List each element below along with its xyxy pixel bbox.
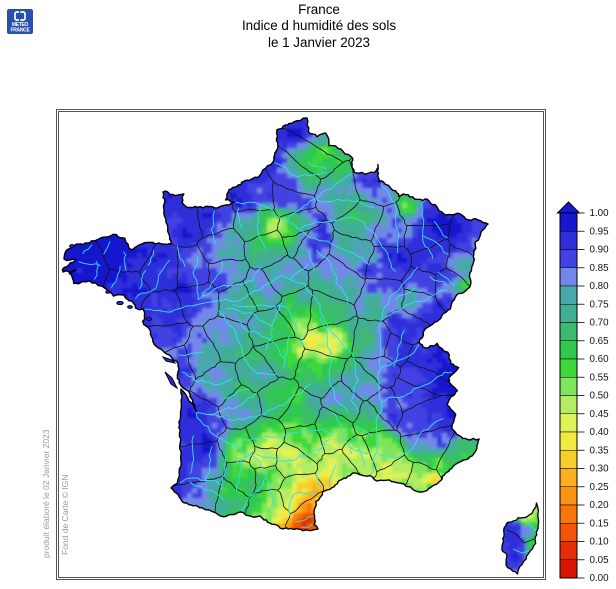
svg-text:METEO: METEO: [12, 22, 29, 28]
svg-text:0.70: 0.70: [590, 318, 610, 329]
svg-text:0.60: 0.60: [590, 354, 610, 365]
svg-text:0.95: 0.95: [590, 226, 610, 237]
svg-text:0.85: 0.85: [590, 263, 610, 274]
svg-text:0.40: 0.40: [590, 427, 610, 438]
svg-text:0.20: 0.20: [590, 500, 610, 511]
svg-text:0.80: 0.80: [590, 281, 610, 292]
svg-text:FRANCE: FRANCE: [10, 27, 30, 33]
svg-text:0.15: 0.15: [590, 518, 610, 529]
svg-text:0.25: 0.25: [590, 482, 610, 493]
svg-text:0.90: 0.90: [590, 245, 610, 256]
svg-text:0.30: 0.30: [590, 464, 610, 475]
svg-text:0.00: 0.00: [590, 573, 610, 584]
svg-text:0.45: 0.45: [590, 409, 610, 420]
svg-text:0.65: 0.65: [590, 336, 610, 347]
svg-text:0.75: 0.75: [590, 299, 610, 310]
svg-text:0.55: 0.55: [590, 372, 610, 383]
svg-text:0.10: 0.10: [590, 537, 610, 548]
svg-text:produit élaboré le 02 Janvier: produit élaboré le 02 Janvier 2023: [41, 429, 51, 558]
svg-text:0.50: 0.50: [590, 391, 610, 402]
svg-text:1.00: 1.00: [590, 208, 610, 219]
svg-text:0.05: 0.05: [590, 555, 610, 566]
svg-text:0.35: 0.35: [590, 445, 610, 456]
svg-text:Fond de Carte © IGN: Fond de Carte © IGN: [60, 475, 70, 555]
